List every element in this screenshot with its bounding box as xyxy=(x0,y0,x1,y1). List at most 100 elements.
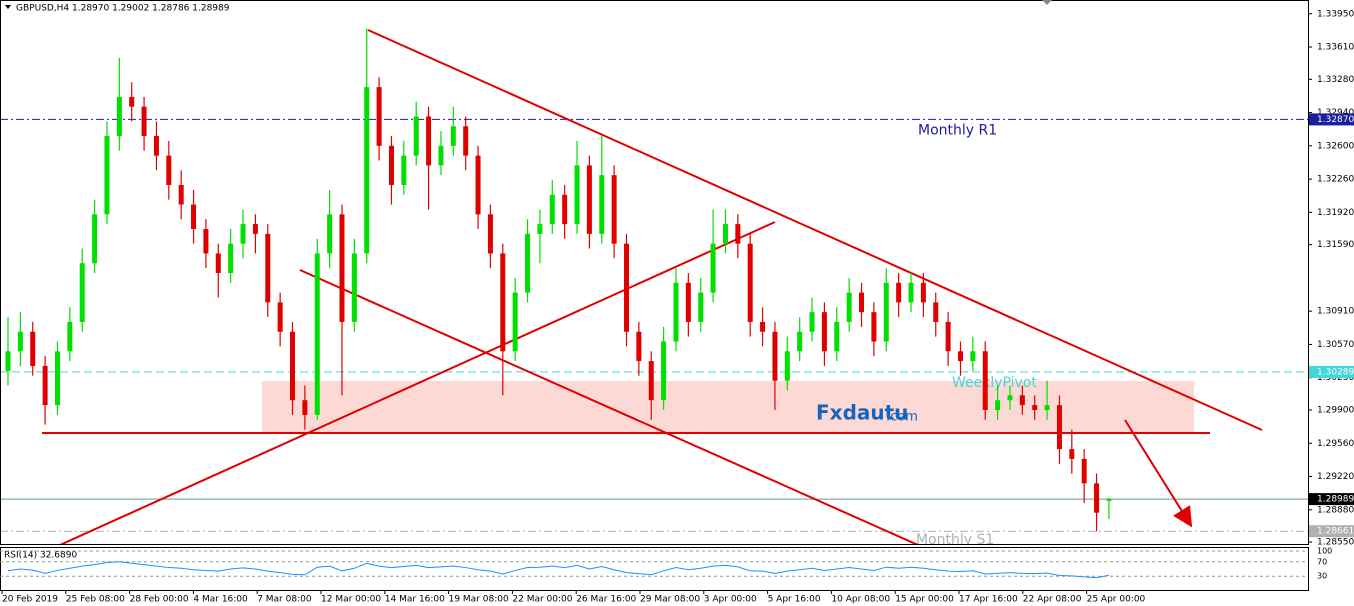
candle-body xyxy=(1044,405,1050,410)
candle-body xyxy=(574,165,580,225)
candle-body xyxy=(970,351,976,362)
price-panel xyxy=(0,0,1309,545)
candle-body xyxy=(834,321,840,352)
candle-body xyxy=(500,253,506,352)
y-tick-label: 1.28880 xyxy=(1317,505,1354,515)
candle-body xyxy=(1069,449,1075,459)
candle-body xyxy=(178,184,184,205)
candle-body xyxy=(797,331,803,352)
candle-body xyxy=(562,194,568,225)
candle-body xyxy=(376,87,382,146)
candle-body xyxy=(215,253,221,274)
candle-body xyxy=(116,96,122,137)
candle-body xyxy=(957,351,963,362)
price-box xyxy=(1309,113,1354,126)
candle-body xyxy=(265,233,271,303)
candle-body xyxy=(586,165,592,234)
rsi-title: RSI(14) 32.6890 xyxy=(4,551,77,561)
arrow xyxy=(1124,419,1193,528)
candle-body xyxy=(784,351,790,381)
candle-body xyxy=(463,126,469,156)
candle-body xyxy=(475,155,481,215)
y-tick-label: 1.32940 xyxy=(1317,108,1354,118)
y-tick-label: 1.31920 xyxy=(1317,208,1354,218)
x-tick-label: 22 Apr 08:00 xyxy=(1023,595,1082,605)
chart-title: GBPUSD,H4 1.28970 1.29002 1.28786 1.2898… xyxy=(16,4,230,14)
x-tick-label: 19 Mar 08:00 xyxy=(449,595,509,605)
x-tick-label: 17 Apr 16:00 xyxy=(959,595,1018,605)
y-tick-label: 1.33950 xyxy=(1317,9,1354,19)
candle-body xyxy=(351,253,357,322)
trendline xyxy=(299,269,919,544)
candle-body xyxy=(426,116,432,166)
candle-body xyxy=(54,351,60,406)
candle-body xyxy=(129,96,135,107)
x-tick-label: 29 Mar 08:00 xyxy=(640,595,700,605)
trendline xyxy=(59,221,776,544)
y-tick-label: 1.33610 xyxy=(1317,43,1354,53)
candle-body xyxy=(438,145,444,166)
price-box-label: 1.28989 xyxy=(1317,495,1354,505)
candle-body xyxy=(141,106,147,137)
candle-body xyxy=(549,194,555,225)
candle-body xyxy=(673,282,679,342)
candle-body xyxy=(685,282,691,322)
candle-body xyxy=(487,214,493,254)
y-tick-label: 1.32600 xyxy=(1317,141,1354,151)
candle-body xyxy=(599,175,605,234)
level-label: WeeklyPivot xyxy=(952,375,1037,391)
y-tick-label: 1.29900 xyxy=(1317,405,1354,415)
candle-body xyxy=(339,214,345,322)
x-tick-label: 5 Apr 16:00 xyxy=(768,595,821,605)
candle-body xyxy=(166,155,172,185)
candle-body xyxy=(104,136,110,215)
candle-body xyxy=(67,321,73,352)
candle-body xyxy=(277,302,283,332)
watermark: .com xyxy=(886,410,918,425)
x-tick-label: 4 Mar 16:00 xyxy=(193,595,248,605)
candle-body xyxy=(648,361,654,401)
candle-body xyxy=(611,175,617,244)
y-tick-label: 1.31590 xyxy=(1317,240,1354,250)
candle-body xyxy=(525,233,531,293)
candle-body xyxy=(945,321,951,352)
candle-body xyxy=(327,214,333,254)
candle-body xyxy=(1094,483,1100,513)
x-tick-label: 22 Mar 00:00 xyxy=(512,595,572,605)
candle-body xyxy=(982,351,988,410)
y-tick-label: 1.29560 xyxy=(1317,439,1354,449)
x-tick-label: 26 Mar 16:00 xyxy=(576,595,636,605)
x-tick-label: 10 Apr 08:00 xyxy=(831,595,890,605)
rsi-tick-label: 70 xyxy=(1317,557,1327,566)
candle-body xyxy=(388,145,394,185)
candle-body xyxy=(698,292,704,322)
candle-body xyxy=(995,400,1001,410)
y-tick-label: 1.29220 xyxy=(1317,472,1354,482)
candle-body xyxy=(364,87,370,254)
candle-body xyxy=(1056,405,1062,450)
candle-body xyxy=(17,331,23,352)
candle-body xyxy=(846,292,852,322)
candle-body xyxy=(809,312,815,332)
rsi-line xyxy=(7,561,1110,579)
watermark: Fxdautu xyxy=(816,401,908,425)
candle-body xyxy=(772,331,778,381)
price-box-label: 1.30289 xyxy=(1317,367,1354,377)
candle-body xyxy=(1032,405,1038,410)
x-tick-label: 28 Feb 00:00 xyxy=(130,595,189,605)
candle-body xyxy=(1019,395,1025,406)
candle-body xyxy=(747,243,753,322)
candle-body xyxy=(1007,395,1013,401)
candle-body xyxy=(933,302,939,322)
candle-body xyxy=(401,155,407,185)
rsi-tick-label: 100 xyxy=(1317,547,1332,556)
candle-body xyxy=(920,282,926,303)
y-tick-label: 1.30230 xyxy=(1317,373,1354,383)
price-box-label: 1.32870 xyxy=(1317,115,1354,125)
candle-body xyxy=(871,312,877,342)
x-tick-label: 15 Apr 00:00 xyxy=(895,595,954,605)
trendline xyxy=(367,29,1263,431)
candle-body xyxy=(30,331,36,366)
candle-body xyxy=(896,282,902,303)
candle-body xyxy=(79,263,85,322)
